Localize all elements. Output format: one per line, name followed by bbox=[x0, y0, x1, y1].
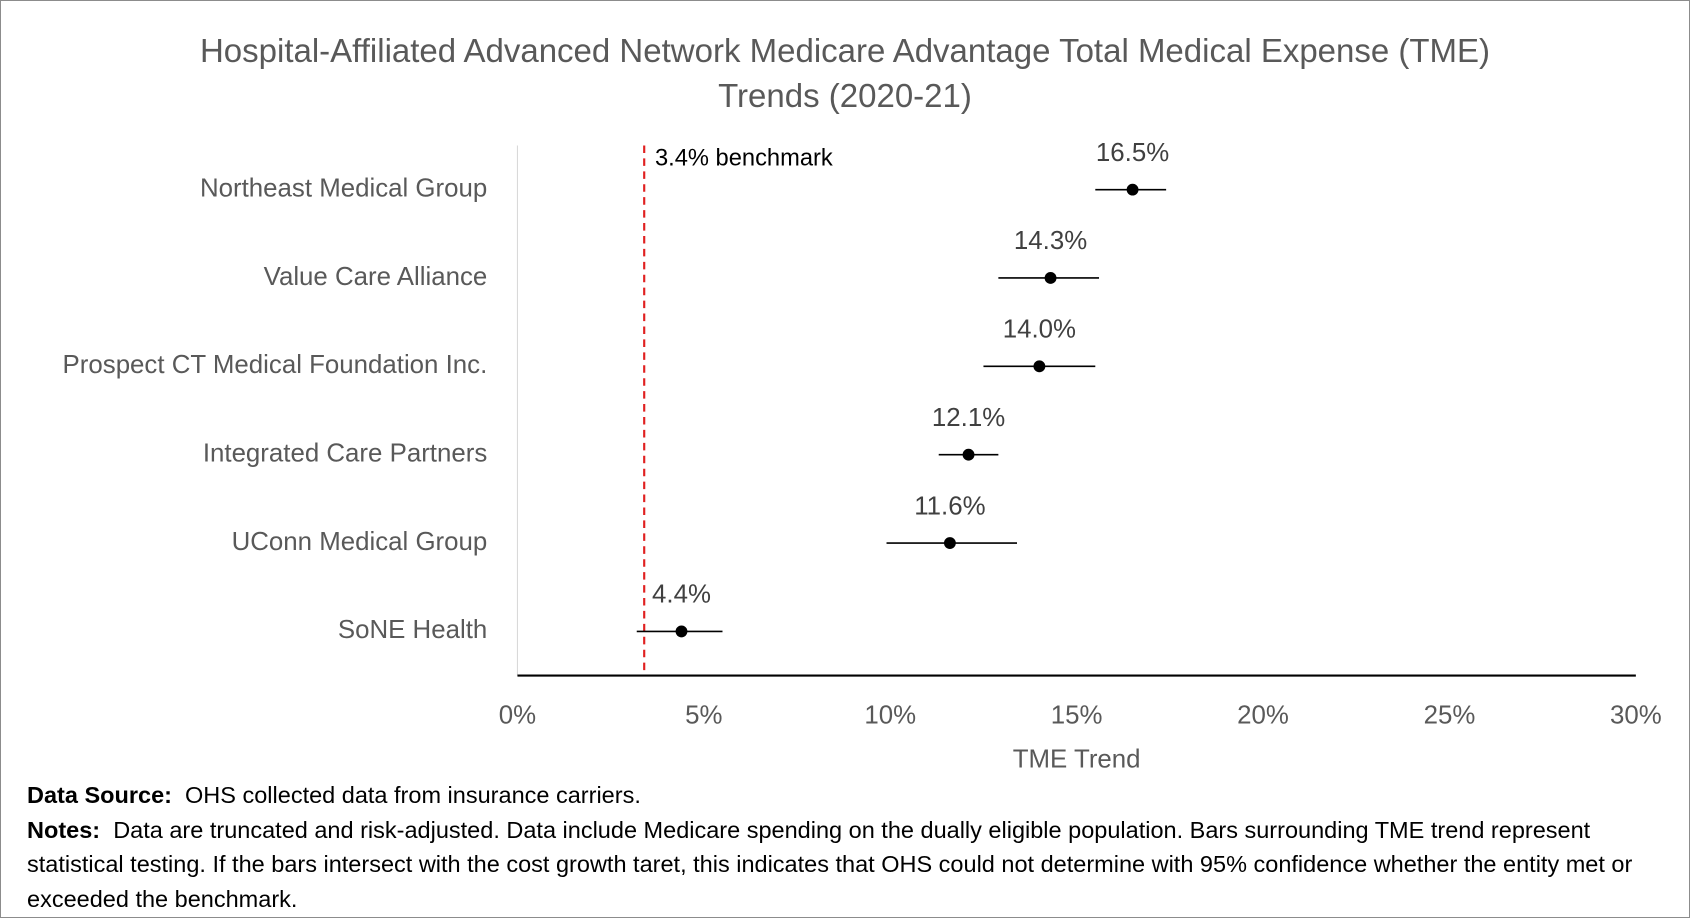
data-label: 14.0% bbox=[1003, 316, 1076, 344]
data-label: 11.6% bbox=[914, 492, 985, 520]
data-label: 14.3% bbox=[1014, 227, 1087, 255]
x-tick-label: 5% bbox=[685, 701, 722, 729]
notes-label: Notes: bbox=[27, 816, 101, 843]
y-tick-label: Value Care Alliance bbox=[264, 263, 488, 291]
source-text: OHS collected data from insurance carrie… bbox=[185, 782, 641, 808]
point bbox=[1033, 360, 1046, 373]
point bbox=[1126, 183, 1139, 196]
point bbox=[962, 448, 975, 461]
x-tick-label: 15% bbox=[1051, 701, 1103, 729]
chart-title: Hospital-Affiliated Advanced Network Med… bbox=[199, 32, 1491, 114]
source-label: Data Source: bbox=[27, 782, 172, 808]
x-tick-label: 20% bbox=[1237, 701, 1289, 729]
y-tick-label: Northeast Medical Group bbox=[200, 174, 487, 202]
point bbox=[943, 537, 956, 549]
data-label: 16.5% bbox=[1096, 139, 1169, 167]
x-tick-label: 30% bbox=[1610, 701, 1662, 729]
point bbox=[1044, 272, 1057, 284]
y-tick-label: Integrated Care Partners bbox=[203, 440, 487, 468]
point bbox=[675, 625, 688, 638]
source-line: Data Source: OHS collected data from ins… bbox=[27, 778, 1677, 813]
x-tick-label: 25% bbox=[1424, 701, 1476, 729]
y-tick-label: Prospect CT Medical Foundation Inc. bbox=[63, 351, 488, 379]
x-tick-label: 10% bbox=[864, 701, 916, 729]
benchmark-label: 3.4% benchmark bbox=[655, 146, 833, 172]
data-label: 4.4% bbox=[652, 581, 711, 609]
notes-text: Data are truncated and risk-adjusted. Da… bbox=[27, 816, 1633, 912]
data-label: 12.1% bbox=[932, 404, 1005, 432]
y-tick-label: SoNE Health bbox=[338, 616, 487, 644]
x-tick-label: 0% bbox=[499, 701, 536, 729]
notes: Data Source: OHS collected data from ins… bbox=[27, 778, 1677, 916]
y-tick-label: UConn Medical Group bbox=[232, 528, 488, 556]
x-axis-label: TME Trend bbox=[1013, 746, 1141, 774]
notes-line: Notes: Data are truncated and risk-adjus… bbox=[27, 813, 1677, 917]
